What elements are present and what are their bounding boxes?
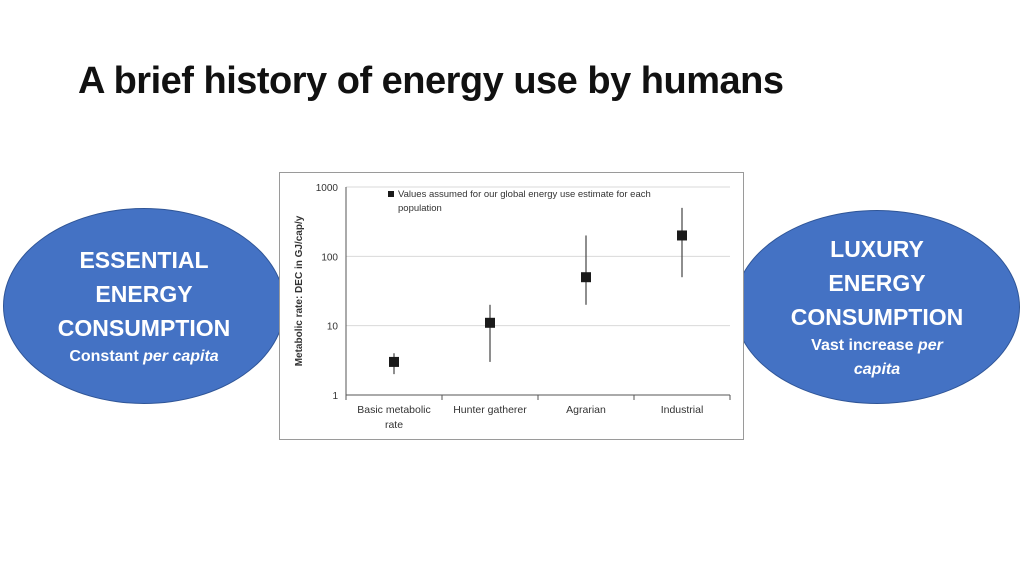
legend-label: Values assumed for our global energy use…	[398, 189, 651, 200]
bubble-right-subtitle: Vast increase per	[811, 334, 943, 358]
legend-label: population	[398, 203, 442, 214]
x-tick-label: Hunter gatherer	[453, 404, 527, 416]
legend-marker	[388, 191, 394, 197]
x-tick-label: Basic metabolic	[357, 404, 431, 416]
bubble-right-sub-italic2: capita	[853, 361, 901, 378]
y-tick-label: 10	[327, 322, 339, 333]
bubble-right-sub-plain: Vast increase	[811, 337, 918, 354]
bubble-right-line3: CONSUMPTION	[790, 304, 964, 330]
bubble-right-line2: ENERGY	[828, 270, 926, 296]
y-axis-label: Metabolic rate: DEC in GJ/cap/y	[294, 215, 305, 366]
x-tick-label: Agrarian	[566, 404, 606, 416]
energy-chart-svg: 1 10 100 1000 Basic metabolic rate Hunter gath…	[294, 183, 731, 431]
x-tick-label: Industrial	[661, 404, 704, 416]
bubble-left-line3: CONSUMPTION	[57, 315, 231, 341]
bubble-left-sub-italic: per capita	[143, 348, 219, 365]
bubble-left-line1: ESSENTIAL	[79, 247, 209, 273]
x-tick-label: rate	[385, 419, 403, 431]
data-point-marker	[677, 230, 687, 241]
bubble-right-subtitle-line2: capita	[854, 358, 900, 382]
energy-chart: 1 10 100 1000 Basic metabolic rate Hunter gath…	[279, 172, 744, 440]
essential-consumption-bubble: ESSENTIAL ENERGY CONSUMPTION Constant pe…	[3, 208, 285, 404]
y-tick-label: 1	[332, 391, 338, 402]
y-tick-label: 1000	[316, 183, 339, 194]
data-point-marker	[389, 356, 399, 367]
bubble-left-subtitle: Constant per capita	[69, 345, 218, 369]
data-point-marker	[581, 272, 591, 283]
y-tick-label: 100	[321, 252, 338, 263]
bubble-right-line1: LUXURY	[830, 236, 924, 262]
bubble-left-sub-plain: Constant	[69, 348, 144, 365]
data-point-marker	[485, 317, 495, 328]
slide-title: A brief history of energy use by humans	[78, 60, 784, 102]
bubble-right-sub-italic: per	[917, 337, 943, 354]
luxury-consumption-bubble: LUXURY ENERGY CONSUMPTION Vast increase …	[734, 210, 1020, 404]
bubble-left-line2: ENERGY	[95, 281, 193, 307]
